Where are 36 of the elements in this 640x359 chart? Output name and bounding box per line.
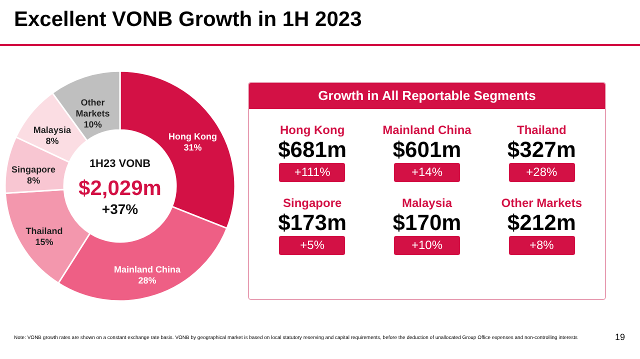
text: 1H23 VONB xyxy=(89,158,151,170)
text: $212m xyxy=(506,210,577,236)
data-label: 10% xyxy=(84,119,102,130)
text: $173m xyxy=(277,210,348,236)
text: +10% xyxy=(394,236,460,255)
text: Growth in All Reportable Segments xyxy=(249,83,605,109)
text: Malaysia xyxy=(400,196,454,210)
slice-label: Other Markets xyxy=(76,97,110,118)
slice-label: Hong Kong xyxy=(168,132,218,142)
slice-label: Thailand xyxy=(26,226,63,236)
text: +5% xyxy=(279,236,346,255)
data-label: 28% xyxy=(138,276,156,286)
text: +111% xyxy=(279,163,346,182)
slice-label: Malaysia xyxy=(33,124,72,135)
text: $681m xyxy=(277,137,348,163)
data-label: 15% xyxy=(35,236,54,247)
text: Other Markets xyxy=(500,196,583,210)
data-label: 8% xyxy=(46,136,59,146)
text: +14% xyxy=(394,163,460,182)
text: Mainland China xyxy=(382,123,472,137)
text: $601m xyxy=(392,137,462,163)
chart-title: Excellent VONB Growth in 1H 2023 xyxy=(14,8,362,32)
text: $327m xyxy=(506,137,577,163)
slice-label: Singapore xyxy=(12,164,56,175)
text: +28% xyxy=(508,163,575,182)
slice-label: Mainland China xyxy=(114,264,182,275)
text: $2,029m xyxy=(78,177,162,200)
text: $170m xyxy=(392,210,462,236)
text: +8% xyxy=(508,236,575,255)
text: Hong Kong xyxy=(279,123,346,137)
text: Thailand xyxy=(516,123,568,137)
text: 19 xyxy=(614,332,625,342)
text: Singapore xyxy=(282,196,343,210)
data-label: 31% xyxy=(184,142,202,153)
data-label: 8% xyxy=(27,176,40,186)
text: +37% xyxy=(102,201,139,217)
